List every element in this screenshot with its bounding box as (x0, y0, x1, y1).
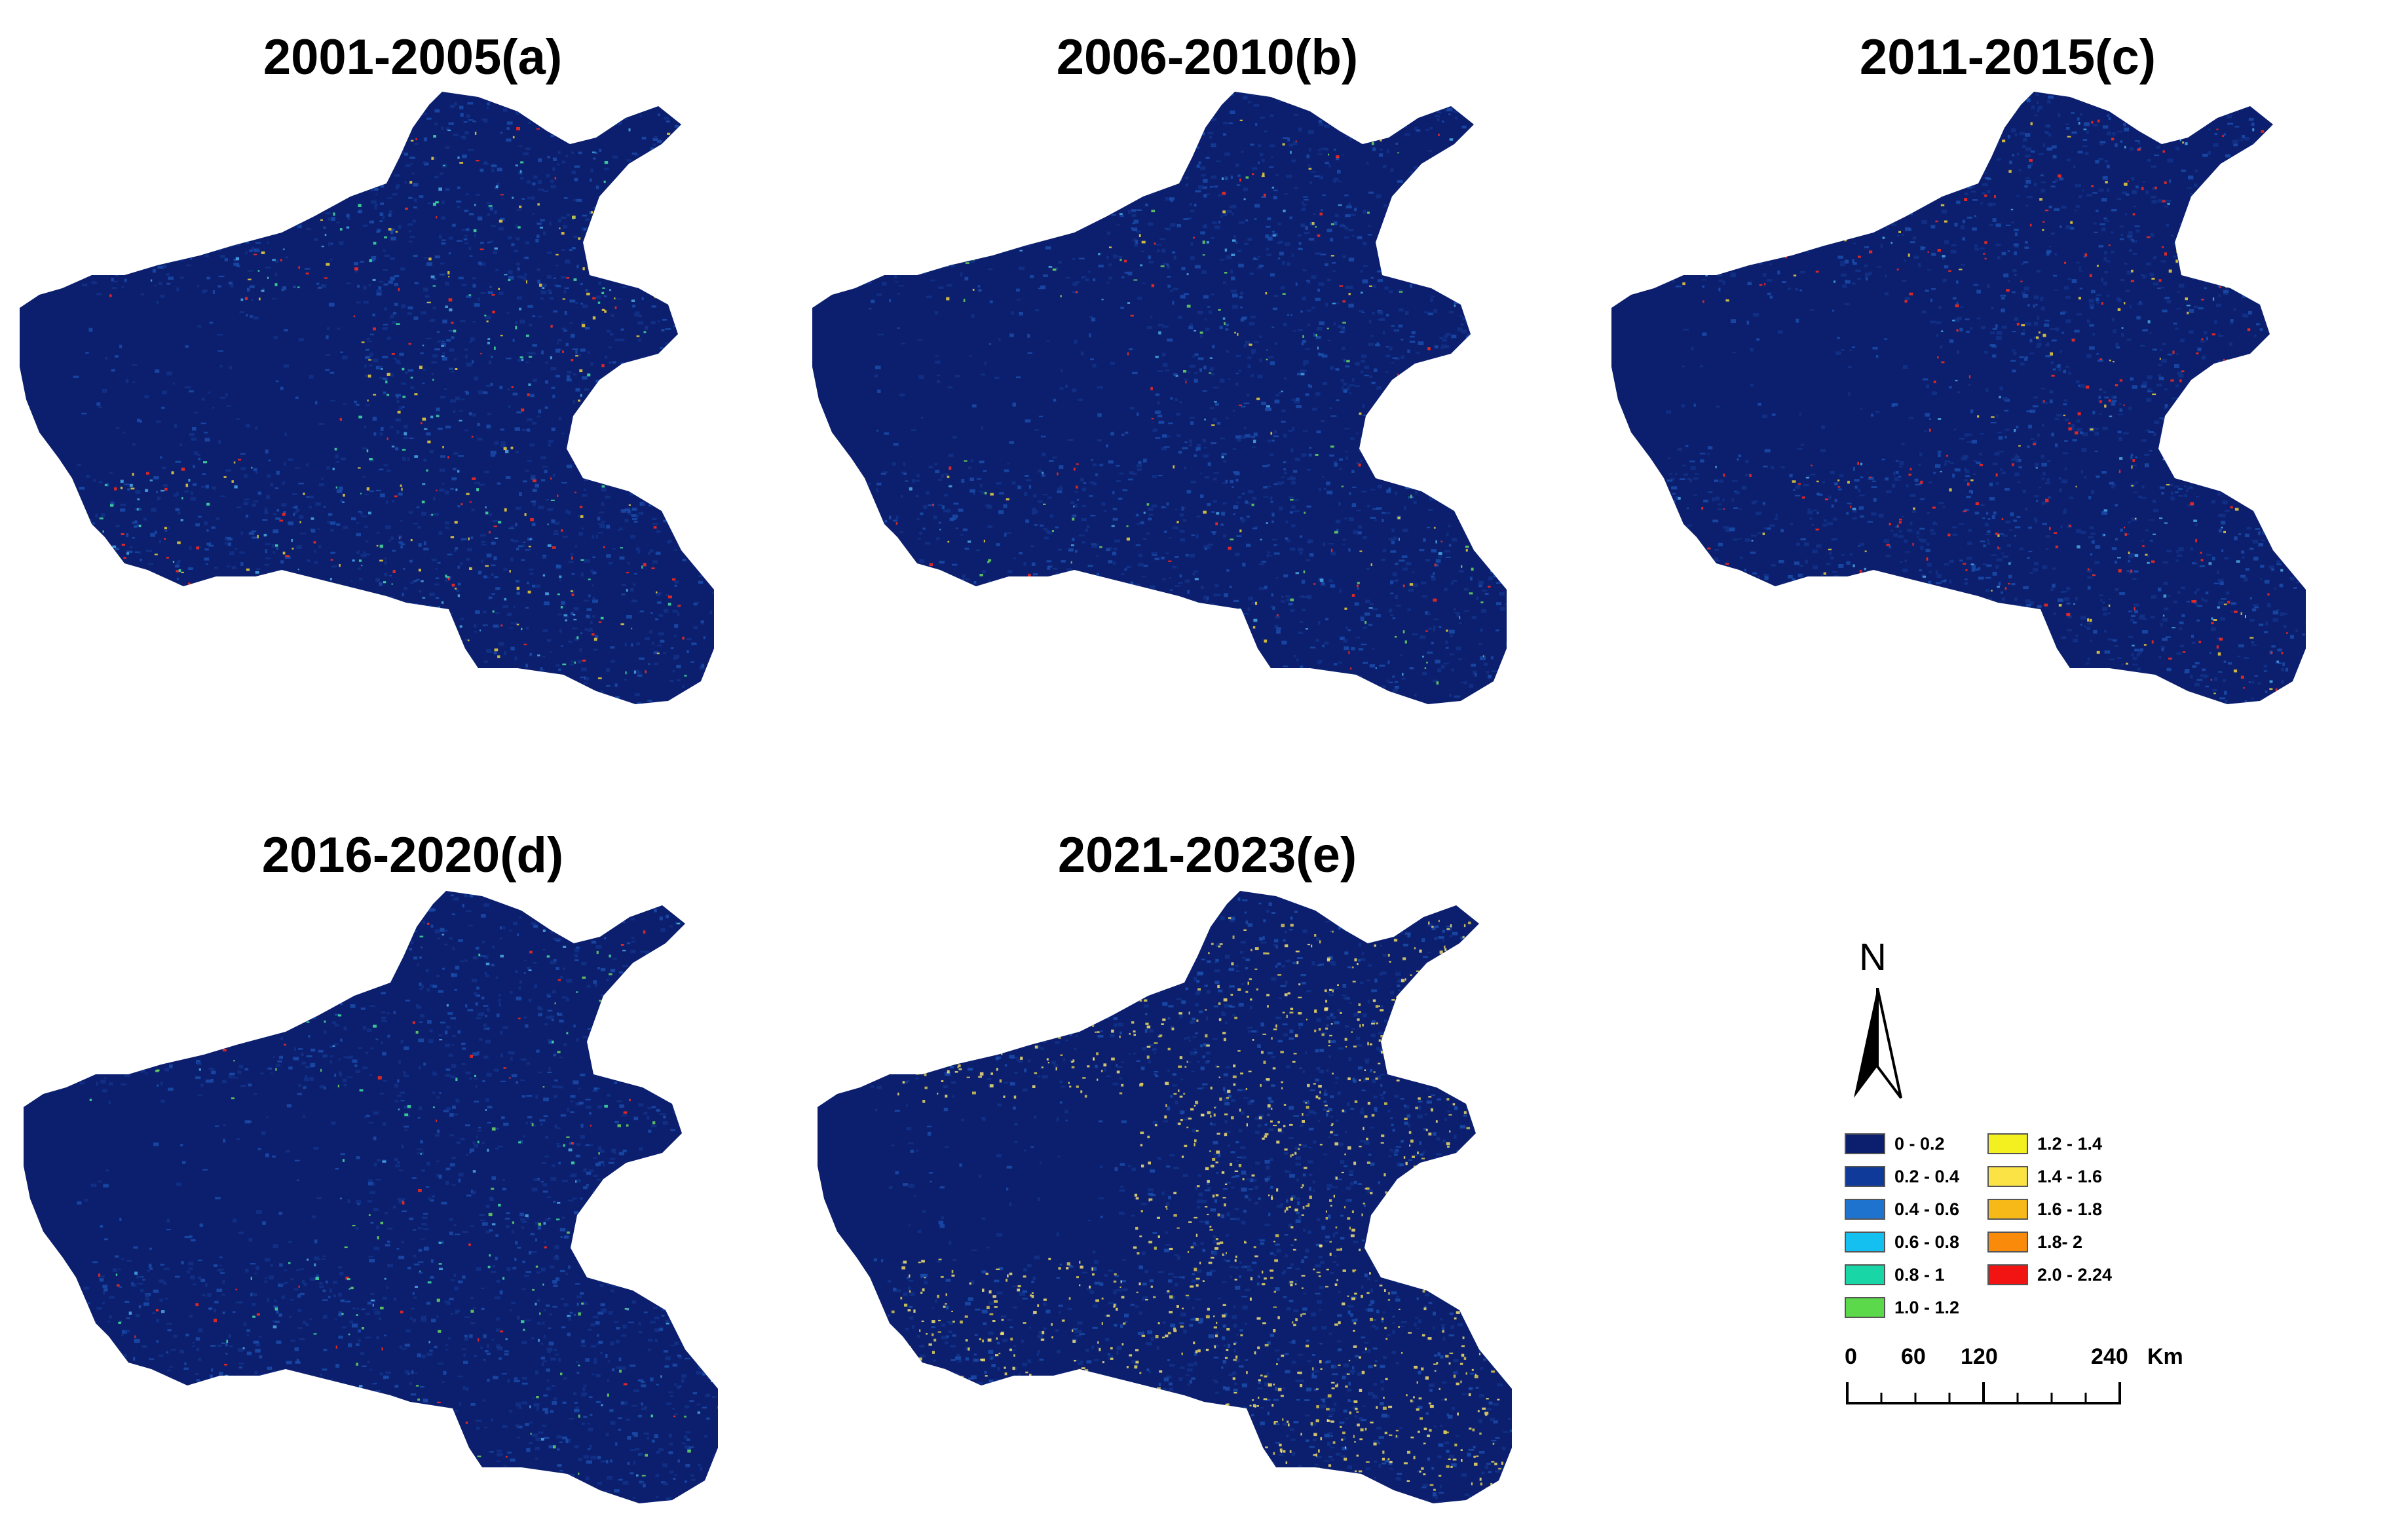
legend-item: 0.2 - 0.4 (1845, 1165, 1959, 1188)
map-panel-b (812, 92, 1507, 704)
scale-tick-0: 0 (1845, 1344, 1857, 1369)
legend-label: 0 - 0.2 (1894, 1133, 1945, 1154)
map-region (812, 92, 1507, 704)
legend-swatch (1845, 1199, 1885, 1220)
panel-title-c: 2011-2015(c) (1859, 29, 2156, 85)
legend-label: 0.4 - 0.6 (1894, 1199, 1960, 1219)
legend-swatch (1987, 1133, 2028, 1154)
legend-swatch (1845, 1232, 1885, 1252)
legend-swatch (1845, 1297, 1885, 1318)
panel-title-b: 2006-2010(b) (1056, 29, 1359, 85)
legend-label: 0.2 - 0.4 (1894, 1166, 1960, 1186)
legend-item: 1.8- 2 (1987, 1230, 2082, 1254)
legend-swatch (1987, 1264, 2028, 1285)
legend-item: 0.4 - 0.6 (1845, 1197, 1959, 1221)
legend-item: 0.8 - 1 (1845, 1263, 1945, 1287)
panel-title-a: 2001-2005(a) (263, 29, 563, 85)
map-panel-d (24, 891, 718, 1503)
map-region (1611, 92, 2306, 704)
map-panel-a (20, 92, 714, 704)
panel-title-e: 2021-2023(e) (1057, 827, 1357, 883)
north-label: N (1859, 936, 1887, 979)
panel-title-d: 2016-2020(d) (261, 827, 564, 883)
legend-item: 0.6 - 0.8 (1845, 1230, 1959, 1254)
legend-swatch (1845, 1166, 1885, 1187)
legend-swatch (1987, 1199, 2028, 1220)
map-region (818, 891, 1512, 1503)
legend-item: 1.0 - 1.2 (1845, 1296, 1959, 1319)
scale-unit: Km (2147, 1344, 2183, 1369)
legend-label: 0.6 - 0.8 (1894, 1232, 1960, 1252)
scale-tick-120: 120 (1961, 1344, 1998, 1369)
legend-item: 2.0 - 2.24 (1987, 1263, 2112, 1287)
legend-label: 1.6 - 1.8 (2037, 1199, 2103, 1219)
legend-label: 1.0 - 1.2 (1894, 1297, 1960, 1317)
legend-item: 1.6 - 1.8 (1987, 1197, 2102, 1221)
legend-swatch (1987, 1166, 2028, 1187)
north-arrow-icon (1854, 988, 1902, 1099)
legend-swatch (1987, 1232, 2028, 1252)
scale-bar (1846, 1382, 2121, 1404)
map-region (24, 891, 718, 1503)
scale-tick-240: 240 (2091, 1344, 2128, 1369)
legend-item: 0 - 0.2 (1845, 1132, 1945, 1156)
scale-tick-60: 60 (1901, 1344, 1926, 1369)
legend-item: 1.4 - 1.6 (1987, 1165, 2102, 1188)
legend-item: 1.2 - 1.4 (1987, 1132, 2102, 1156)
legend-label: 0.8 - 1 (1894, 1264, 1945, 1285)
map-panel-c (1611, 92, 2306, 704)
map-panel-e (818, 891, 1512, 1503)
legend-label: 2.0 - 2.24 (2037, 1264, 2113, 1285)
legend-label: 1.4 - 1.6 (2037, 1166, 2103, 1186)
legend-label: 1.8- 2 (2037, 1232, 2083, 1252)
map-region (20, 92, 714, 704)
legend-label: 1.2 - 1.4 (2037, 1133, 2103, 1154)
legend-swatch (1845, 1133, 1885, 1154)
legend-swatch (1845, 1264, 1885, 1285)
